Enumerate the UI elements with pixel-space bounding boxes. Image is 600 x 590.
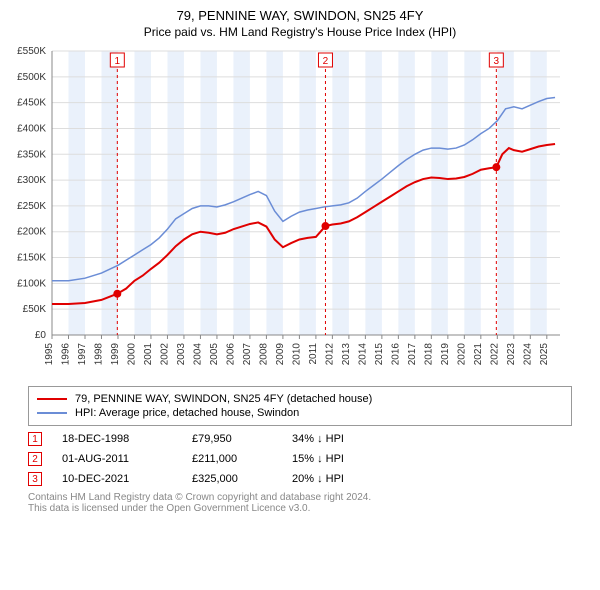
svg-text:2020: 2020: [456, 343, 467, 366]
svg-text:2021: 2021: [473, 343, 484, 366]
svg-text:2008: 2008: [258, 343, 269, 366]
transaction-hpi-delta: 15% ↓ HPI: [292, 453, 344, 465]
transaction-hpi-delta: 20% ↓ HPI: [292, 473, 344, 485]
legend-swatch: [37, 412, 67, 414]
transaction-price: £79,950: [192, 433, 272, 445]
svg-text:2012: 2012: [324, 343, 335, 366]
svg-text:2017: 2017: [407, 343, 418, 366]
svg-text:£350K: £350K: [17, 149, 46, 160]
footer-line-2: This data is licensed under the Open Gov…: [28, 503, 572, 514]
svg-text:£150K: £150K: [17, 253, 46, 264]
transaction-row: 2 01-AUG-2011 £211,000 15% ↓ HPI: [28, 452, 572, 466]
svg-text:2000: 2000: [126, 343, 137, 366]
svg-text:2002: 2002: [159, 343, 170, 366]
svg-text:2009: 2009: [275, 343, 286, 366]
svg-text:1997: 1997: [77, 343, 88, 366]
legend-label: HPI: Average price, detached house, Swin…: [75, 407, 299, 419]
svg-text:£250K: £250K: [17, 201, 46, 212]
svg-text:2023: 2023: [506, 343, 517, 366]
svg-text:£300K: £300K: [17, 175, 46, 186]
svg-text:2022: 2022: [489, 343, 500, 366]
svg-text:£500K: £500K: [17, 72, 46, 83]
transaction-price: £211,000: [192, 453, 272, 465]
svg-text:£100K: £100K: [17, 278, 46, 289]
transaction-marker: 3: [28, 472, 42, 486]
svg-text:1999: 1999: [110, 343, 121, 366]
svg-text:1996: 1996: [60, 343, 71, 366]
legend: 79, PENNINE WAY, SWINDON, SN25 4FY (deta…: [28, 386, 572, 426]
svg-text:2007: 2007: [242, 343, 253, 366]
transaction-marker: 1: [28, 432, 42, 446]
svg-text:1995: 1995: [44, 343, 55, 366]
svg-text:2016: 2016: [390, 343, 401, 366]
svg-text:2011: 2011: [308, 343, 319, 365]
chart-title-address: 79, PENNINE WAY, SWINDON, SN25 4FY: [8, 8, 592, 23]
transaction-row: 1 18-DEC-1998 £79,950 34% ↓ HPI: [28, 432, 572, 446]
footer-line-1: Contains HM Land Registry data © Crown c…: [28, 492, 572, 503]
svg-text:2014: 2014: [357, 343, 368, 366]
svg-text:£200K: £200K: [17, 227, 46, 238]
svg-text:£0: £0: [35, 330, 47, 341]
svg-text:2018: 2018: [423, 343, 434, 366]
svg-text:1998: 1998: [93, 343, 104, 366]
svg-text:2025: 2025: [539, 343, 550, 366]
transaction-marker: 2: [28, 452, 42, 466]
svg-text:2: 2: [323, 56, 329, 67]
svg-text:2003: 2003: [176, 343, 187, 366]
svg-text:2024: 2024: [522, 343, 533, 366]
svg-text:1: 1: [115, 56, 121, 67]
transaction-table: 1 18-DEC-1998 £79,950 34% ↓ HPI 2 01-AUG-2011…: [28, 432, 572, 486]
svg-text:2015: 2015: [374, 343, 385, 366]
transaction-hpi-delta: 34% ↓ HPI: [292, 433, 344, 445]
svg-text:£400K: £400K: [17, 123, 46, 134]
legend-item: HPI: Average price, detached house, Swin…: [37, 407, 563, 419]
svg-text:2019: 2019: [440, 343, 451, 366]
svg-text:£550K: £550K: [17, 46, 46, 57]
svg-text:£450K: £450K: [17, 98, 46, 109]
legend-item: 79, PENNINE WAY, SWINDON, SN25 4FY (deta…: [37, 393, 563, 405]
legend-label: 79, PENNINE WAY, SWINDON, SN25 4FY (deta…: [75, 393, 372, 405]
svg-text:£50K: £50K: [23, 304, 47, 315]
chart-title-subtitle: Price paid vs. HM Land Registry's House …: [8, 25, 592, 39]
svg-text:2005: 2005: [209, 343, 220, 366]
transaction-date: 18-DEC-1998: [62, 433, 172, 445]
svg-text:3: 3: [494, 56, 500, 67]
transaction-price: £325,000: [192, 473, 272, 485]
chart-container: £0 £50K £100K £150K £200K £250K £300K £350K £400…: [8, 45, 592, 380]
legend-swatch: [37, 398, 67, 400]
svg-text:2006: 2006: [225, 343, 236, 366]
transaction-date: 01-AUG-2011: [62, 453, 172, 465]
transaction-date: 10-DEC-2021: [62, 473, 172, 485]
svg-text:2013: 2013: [341, 343, 352, 366]
svg-text:2010: 2010: [291, 343, 302, 366]
svg-text:2004: 2004: [192, 343, 203, 366]
svg-text:2001: 2001: [143, 343, 154, 366]
price-chart: £0 £50K £100K £150K £200K £250K £300K £350K £400…: [8, 45, 568, 375]
transaction-row: 3 10-DEC-2021 £325,000 20% ↓ HPI: [28, 472, 572, 486]
footer-attribution: Contains HM Land Registry data © Crown c…: [28, 492, 572, 514]
